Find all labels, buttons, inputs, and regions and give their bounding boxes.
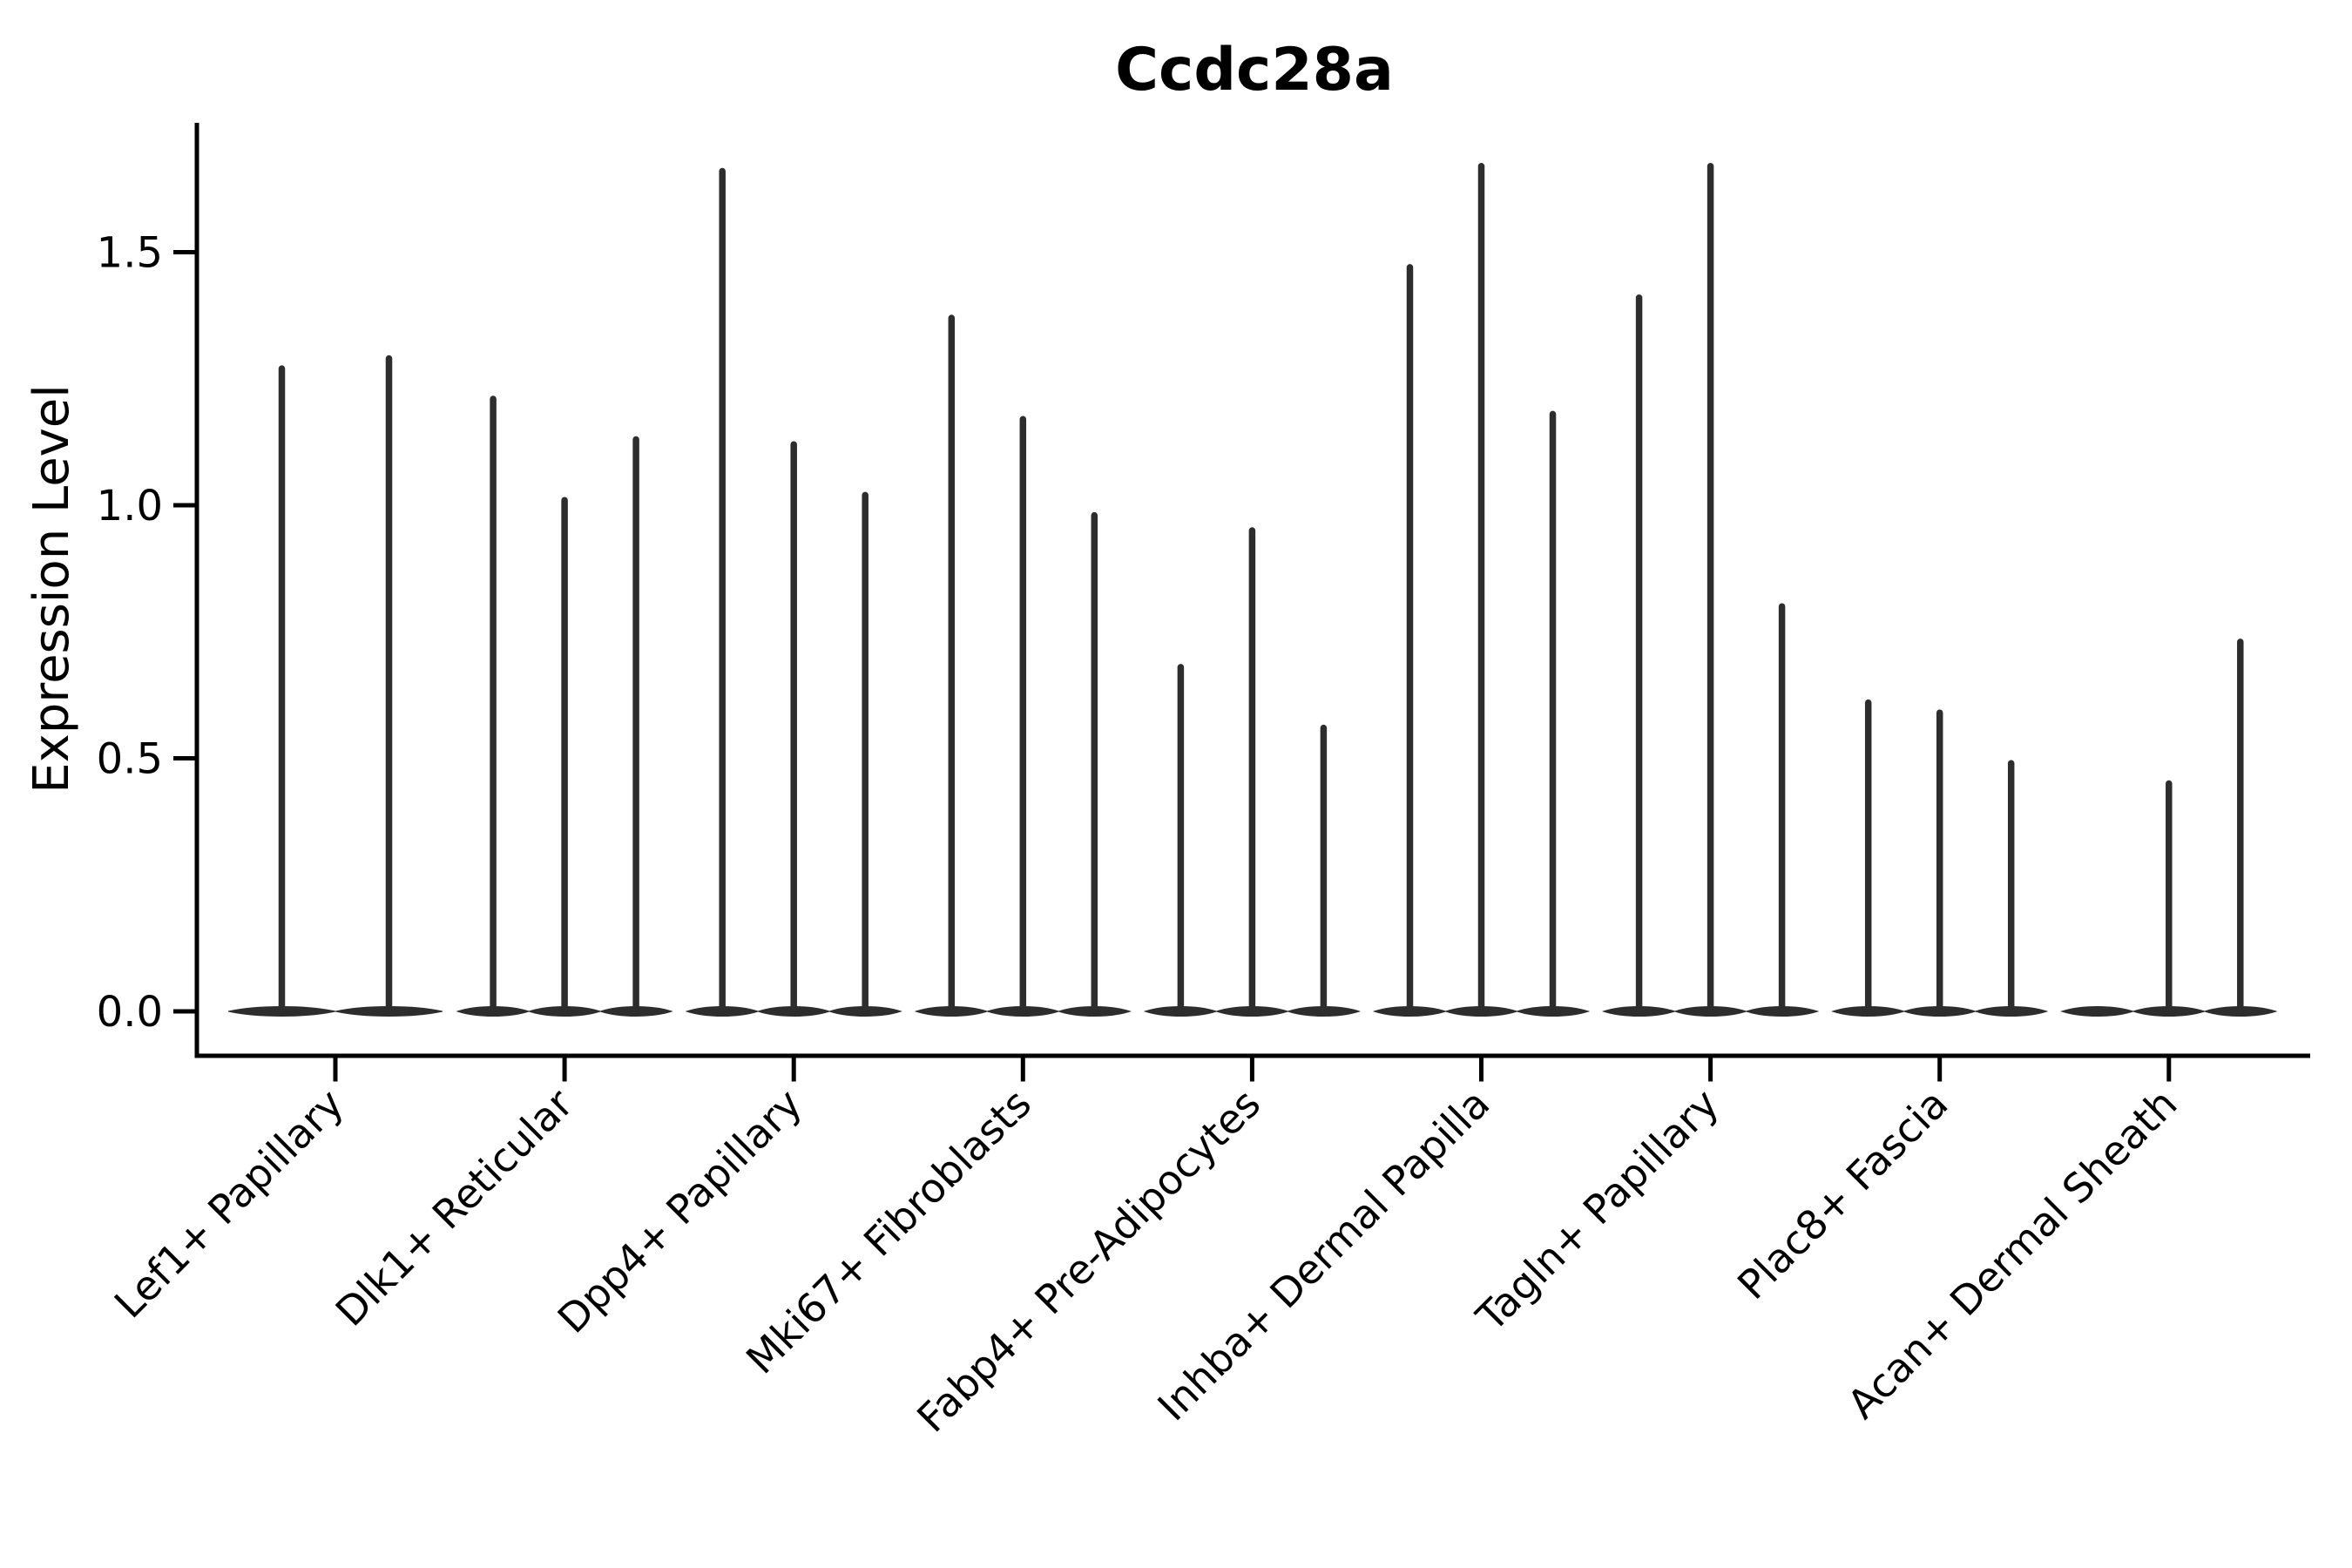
violin-group <box>1831 699 2049 1017</box>
axes <box>194 123 2310 1058</box>
x-category-label: Tagln+ Papillary <box>1467 1080 1728 1342</box>
y-axis-label: Expression Level <box>24 384 80 794</box>
violin-group <box>914 314 1132 1017</box>
violin-zero-lens <box>2060 1005 2135 1017</box>
violin-group <box>1143 527 1362 1017</box>
violin-group <box>685 167 902 1017</box>
x-category-label: Lef1+ Papillary <box>105 1080 353 1328</box>
x-category-label: Plac8+ Fascia <box>1728 1080 1957 1308</box>
x-category-label: Dpp4+ Papillary <box>549 1080 811 1342</box>
x-category-label: Dlk1+ Reticular <box>327 1080 582 1335</box>
y-axis-ticks: 0.0 0.5 1.0 1.5 <box>97 229 197 1037</box>
y-tick-label: 1.0 <box>97 482 163 531</box>
violin-group <box>456 395 673 1017</box>
y-tick-label: 0.0 <box>97 988 163 1037</box>
violin-group <box>1372 162 1591 1017</box>
plot-title: Ccdc28a <box>1115 36 1394 105</box>
violin-group <box>1601 162 1820 1017</box>
y-tick-label: 1.5 <box>97 229 163 278</box>
y-tick-label: 0.5 <box>97 735 163 784</box>
x-axis-ticks <box>333 1058 2172 1082</box>
violin-group <box>2060 639 2278 1017</box>
violin-series <box>227 162 2278 1017</box>
violin-group <box>227 355 443 1017</box>
